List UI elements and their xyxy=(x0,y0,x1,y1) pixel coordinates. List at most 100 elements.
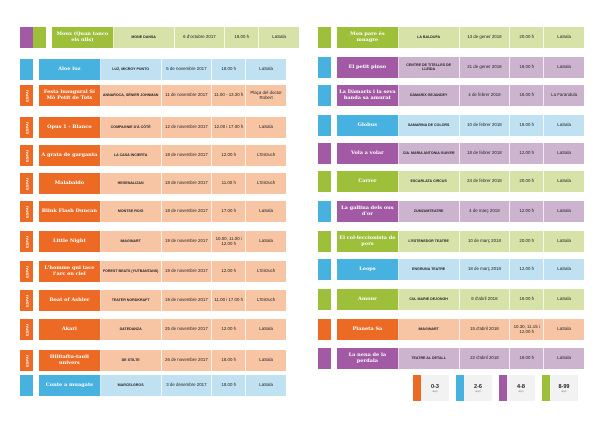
legend-swatch xyxy=(542,375,550,401)
schedule-row: El col·leccionista de pors L'ESTENEDOR TE… xyxy=(318,231,584,252)
legend-item: 8-99 anys xyxy=(542,375,578,401)
row-box: El petit pinso CENTRE DE TITELLES DE LLEI… xyxy=(337,57,584,78)
show-title: Amour xyxy=(337,289,399,310)
company-name: MONTSE ROIG xyxy=(101,201,162,222)
show-hour: 11.00 i 17.00 h xyxy=(212,290,247,311)
show-title: El col·leccionista de pors xyxy=(337,231,399,252)
show-date: 19 de novembre 2017 xyxy=(162,231,213,252)
show-date: 4 de febrer 2018 xyxy=(460,85,511,106)
schedule-row: Aloe luz LUZ, MICROY PUNTO 5 de novembre 2… xyxy=(20,59,286,80)
row-age-tag: ESPAI xyxy=(20,290,33,311)
show-hour: 11.00 h xyxy=(212,173,247,194)
show-hour: 12.00 h xyxy=(510,201,545,222)
show-title: Moux (Quan tanco els ulls) xyxy=(52,27,114,48)
legend-age-range: 0-3 xyxy=(431,383,439,390)
legend-age-range: 4-8 xyxy=(517,383,525,390)
show-date: 10 de març 2018 xyxy=(460,231,511,252)
row-age-tag: ESPAI xyxy=(20,173,33,194)
show-title: Blink Flash Duncan xyxy=(39,201,101,222)
show-title: A grata de garganta xyxy=(39,145,101,166)
company-name: HEGENALIZAN xyxy=(101,173,162,194)
show-place: LaSala xyxy=(259,66,273,72)
company-name: SAMARINA DE COLORS xyxy=(399,115,460,136)
show-place: LaSala xyxy=(557,34,571,40)
company-name: IMAGINART xyxy=(101,231,162,252)
show-place: La Farandula xyxy=(551,92,578,98)
row-box: Boat of Ashler TEATER NORDKRAFT 19 de nove… xyxy=(39,290,286,311)
legend-label: 2-6 anys xyxy=(464,375,492,401)
show-place: L'Estruch xyxy=(257,180,276,186)
show-place: LaSala xyxy=(557,238,571,244)
row-box: La gallina dels ous d'or ZUMZUMTEATRE 4 de… xyxy=(337,201,584,222)
schedule-row: Vola a volar CIA. MARIA ANTONIA GUIVER 18 … xyxy=(318,143,584,164)
legend-unit: anys xyxy=(561,389,567,393)
legend-unit: anys xyxy=(518,389,524,393)
row-tag-label: ESPAI xyxy=(24,121,29,134)
show-title: L'homme qui tace l'arc en ciel xyxy=(39,261,101,282)
show-hour: 18.00 h xyxy=(510,115,545,136)
row-age-tag xyxy=(33,27,46,48)
legend-swatch xyxy=(456,375,464,401)
show-hour: 10.00, 11.00 i 12.00 h xyxy=(212,231,247,252)
row-age-tag xyxy=(318,143,331,164)
schedule-row: ESPAI A grata de garganta LA CASA INCIERTA… xyxy=(20,145,286,166)
show-date: 18 de febrer 2018 xyxy=(460,143,511,164)
show-title: Opus 1 - Blanco xyxy=(39,117,101,138)
company-name: TEATRE AL DETALL xyxy=(399,348,460,369)
schedule-row: Loops ENGRUNA TEATRE 18 de març 2018 12.00 … xyxy=(318,259,584,280)
legend-age-range: 2-6 xyxy=(474,383,482,390)
schedule-row: ESPAI Little Night IMAGINART 19 de novembre… xyxy=(20,231,286,252)
show-hour: 12.00 h xyxy=(212,261,247,282)
row-box: Aloe luz LUZ, MICROY PUNTO 5 de novembre 2… xyxy=(39,59,286,80)
show-place: LaSala xyxy=(557,64,571,70)
show-place: Plaça del doctor Robert xyxy=(250,89,282,100)
company-name: LA BALDUFA xyxy=(399,27,460,48)
legend-label: 8-99 anys xyxy=(550,375,578,401)
legend-item: 2-6 anys xyxy=(456,375,492,401)
row-tag-label: ESPAI xyxy=(24,89,29,102)
row-box: A grata de garganta LA CASA INCIERTA 18 de… xyxy=(39,145,286,166)
schedule-row: ESPAI Festa inaugural Sí Mò Petit de Tots… xyxy=(20,85,286,106)
row-age-tag: ESPAI xyxy=(20,231,33,252)
show-place: LaSala xyxy=(259,124,273,130)
company-name: CENTRE DE TITELLES DE LLEIDA xyxy=(399,57,460,78)
show-date: 5 de novembre 2017 xyxy=(162,59,213,80)
row-age-tag: ESPAI xyxy=(20,145,33,166)
row-age-tag: ESPAI xyxy=(20,350,33,371)
show-date: 15 d'abril 2018 xyxy=(460,319,511,340)
show-place: LaSala xyxy=(259,208,273,214)
row-age-tag: ESPAI xyxy=(20,117,33,138)
company-name: CIA. MARIA ANTONIA GUIVER xyxy=(399,143,460,164)
company-name: DÀMARIX GEJANDEY xyxy=(399,85,460,106)
show-title: Vola a volar xyxy=(337,143,399,164)
show-hour: 12.00 h xyxy=(510,259,545,280)
show-hour: 12.00 h xyxy=(212,319,247,340)
show-place: LaSala xyxy=(557,178,571,184)
company-name: FOREST BEATS (YUTBANTANS) xyxy=(101,261,162,282)
show-date: 19 de novembre 2017 xyxy=(162,290,213,311)
row-box: Akari DATEDANZA 25 de novembre 2017 12.00 h… xyxy=(39,319,286,340)
show-date: 19 de novembre 2017 xyxy=(162,261,213,282)
row-box: Hilitaftu-tauli univers DE STILTE 26 de no… xyxy=(39,350,286,371)
schedule-row: Moux (Quan tanco els ulls) MONE DANSA 6 d'… xyxy=(20,27,299,48)
show-place: LaSala xyxy=(557,355,571,361)
show-hour: 12.00 i 17.00 h xyxy=(212,117,247,138)
row-age-tag xyxy=(318,259,331,280)
show-place: LaSala xyxy=(272,34,286,40)
row-box: Conte a muagats MARCELGROS 3 de desembre 2… xyxy=(39,375,286,396)
company-name: L'ESTENEDOR TEATRE xyxy=(399,231,460,252)
row-age-tag: ESPAI xyxy=(20,201,33,222)
row-tag-label: ESPAI xyxy=(24,149,29,162)
show-date: 18 de març 2018 xyxy=(460,259,511,280)
show-title: Akari xyxy=(39,319,101,340)
show-hour: 18.00 h xyxy=(212,59,247,80)
company-name: MONE DANSA xyxy=(114,27,175,48)
row-box: Festa inaugural Sí Mò Petit de Tots ANNAR… xyxy=(39,85,286,106)
row-box: Little Night IMAGINART 19 de novembre 2017… xyxy=(39,231,286,252)
company-name: IMAGINART xyxy=(399,319,460,340)
show-title: Carrer xyxy=(337,171,399,192)
show-title: Globus xyxy=(337,115,399,136)
show-place: L'Estruch xyxy=(257,268,276,274)
show-title: Malabaldo xyxy=(39,173,101,194)
show-date: 18 de novembre 2017 xyxy=(162,173,213,194)
